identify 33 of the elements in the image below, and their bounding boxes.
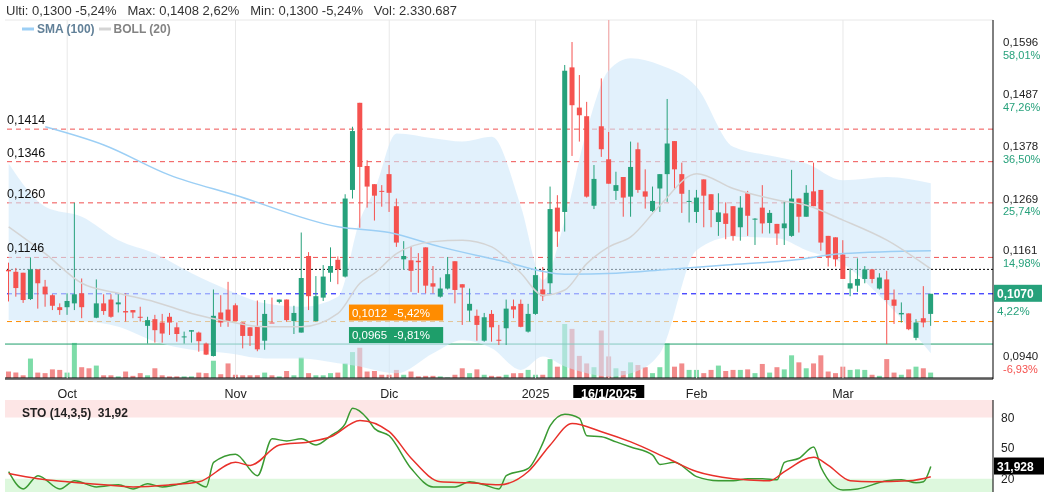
ref-line-label: 0,0965 -9,81% bbox=[351, 329, 430, 342]
legend-label: BOLL (20) bbox=[113, 22, 171, 36]
y2-tick-label: 58,01% bbox=[1003, 48, 1041, 61]
x-tick-label: 16/1/2025 bbox=[580, 387, 637, 401]
y-tick-label: 0,1378 bbox=[1003, 140, 1039, 153]
ref-line-label: 0,1346 bbox=[7, 145, 46, 160]
y-tick-label: 0,0940 bbox=[1003, 350, 1039, 363]
ref-line-label: 0,1146 bbox=[7, 241, 45, 256]
x-tick-label: Oct bbox=[57, 387, 78, 401]
text: 31,928 bbox=[997, 459, 1035, 474]
chart-title: Ulti: 0,1300 -5,24% Max: 0,1408 2,62% Min: 0,1300 -5,24% Vol: 2.330.687 bbox=[6, 3, 457, 18]
x-tick-label: Nov bbox=[224, 387, 248, 401]
ref-line-label: 0,1414 bbox=[7, 113, 46, 128]
y2-tick-label: 14,98% bbox=[1003, 256, 1041, 269]
ref-line-label: 0,1012 -5,42% bbox=[351, 306, 430, 319]
x-tick-label: Feb bbox=[685, 387, 708, 401]
legend-label: SMA (100) bbox=[37, 22, 95, 36]
y-tick-label: 50 bbox=[1001, 441, 1015, 456]
y2-tick-label: 25,74% bbox=[1003, 204, 1041, 217]
y-tick-label: 80 bbox=[1001, 410, 1015, 425]
ref-line-label: 0,1260 bbox=[7, 186, 46, 201]
y2-tick-label: 36,50% bbox=[1003, 152, 1041, 165]
ref-line-label: 0,1070 4,22% bbox=[997, 286, 1035, 317]
x-tick-label: 2025 bbox=[521, 387, 550, 401]
x-tick-label: Dic bbox=[380, 387, 399, 401]
y2-tick-label: 47,26% bbox=[1003, 100, 1041, 113]
y2-tick-label: -6,93% bbox=[1003, 362, 1039, 375]
y-tick-label: 0,1161 bbox=[1003, 244, 1038, 257]
y-tick-label: 0,1596 bbox=[1003, 36, 1039, 49]
text: STO (14,3,5) 31,92 bbox=[22, 406, 128, 420]
y-tick-label: 0,1269 bbox=[1003, 192, 1039, 205]
y-tick-label: 0,1487 bbox=[1003, 88, 1039, 101]
x-tick-label: Mar bbox=[832, 387, 854, 401]
